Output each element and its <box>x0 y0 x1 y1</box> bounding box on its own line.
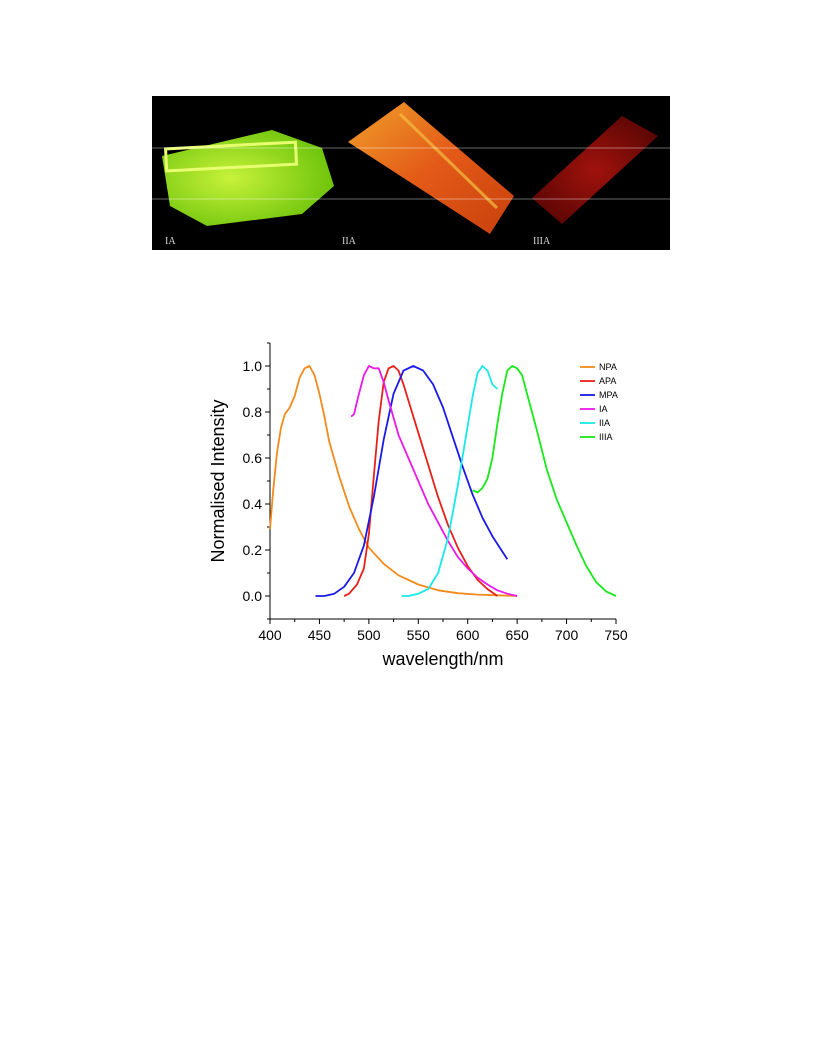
series-line-npa <box>269 365 518 597</box>
y-tick-label: 0.4 <box>243 496 263 512</box>
x-tick-label: 550 <box>407 627 431 643</box>
photo-label-iia: IIA <box>342 236 356 247</box>
photo-label-ia: IA <box>165 236 176 247</box>
series-line-ia <box>350 365 518 597</box>
x-tick-label: 400 <box>258 627 282 643</box>
y-tick-label: 1.0 <box>243 358 263 374</box>
series-line-apa <box>343 365 498 597</box>
x-tick-label: 450 <box>308 627 332 643</box>
crystal-photos <box>152 102 670 234</box>
legend-label-ia: IA <box>599 404 608 414</box>
legend-label-apa: APA <box>599 376 616 386</box>
x-tick-label: 500 <box>357 627 381 643</box>
chart-svg: 400 450 500 550 600 650 700 750 0.0 0.2 0.4 0.6 0.8 1… <box>208 342 628 669</box>
legend-label-npa: NPA <box>599 362 617 372</box>
x-tick-label: 750 <box>604 627 628 643</box>
crystal-ia-rod <box>163 140 299 173</box>
crystal-iiia <box>532 116 658 224</box>
crystal-photo-strip: IA IIA IIIA <box>152 96 670 250</box>
series-line-mpa <box>315 365 509 597</box>
y-tick-label: 0.0 <box>243 588 263 604</box>
x-axis-title: wavelength/nm <box>381 649 503 669</box>
crystal-iia <box>348 102 514 234</box>
photo-label-iiia: IIIA <box>533 236 551 247</box>
legend-label-mpa: MPA <box>599 390 618 400</box>
crystal-iia-ridge <box>398 112 499 210</box>
emission-spectra-chart: 400 450 500 550 600 650 700 750 0.0 0.2 0.4 0.6 0.8 1… <box>200 332 640 682</box>
legend-label-iia: IIA <box>599 418 610 428</box>
y-tick-label: 0.2 <box>243 542 263 558</box>
x-tick-label: 700 <box>555 627 579 643</box>
series-line-iia <box>401 365 499 597</box>
series-line-iiia <box>472 365 617 597</box>
y-axis-title: Normalised Intensity <box>208 399 228 562</box>
x-tick-label: 650 <box>505 627 529 643</box>
legend-label-iiia: IIIA <box>599 432 613 442</box>
y-tick-label: 0.6 <box>243 450 263 466</box>
crystal-ia <box>162 130 334 226</box>
y-tick-label: 0.8 <box>243 404 263 420</box>
x-tick-label: 600 <box>456 627 480 643</box>
